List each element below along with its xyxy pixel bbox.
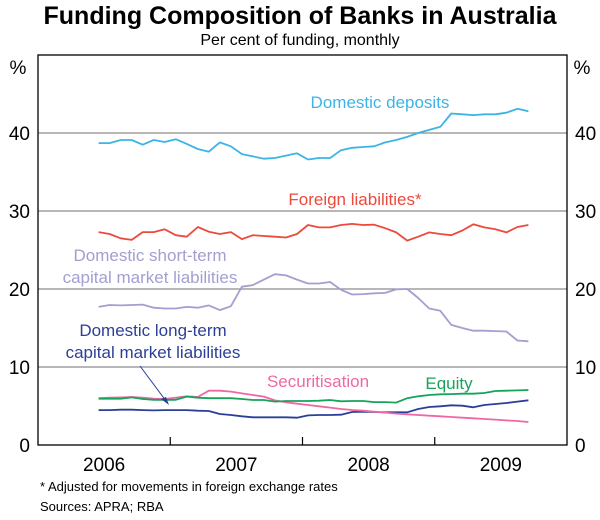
y-tick-label-right: 0 bbox=[575, 436, 586, 457]
series-line bbox=[98, 399, 529, 419]
footnote: * Adjusted for movements in foreign exch… bbox=[40, 479, 338, 494]
series-label: Foreign liabilities* bbox=[288, 190, 422, 209]
x-tick-label: 2008 bbox=[347, 455, 389, 476]
annotation-arrowhead bbox=[161, 397, 169, 405]
series-label-line: Domestic short-term bbox=[73, 246, 226, 265]
series-label-line: Equity bbox=[425, 374, 473, 393]
series-line bbox=[98, 222, 529, 242]
y-tick-label-right: 40 bbox=[575, 124, 596, 145]
series-label-line: Domestic deposits bbox=[311, 93, 450, 112]
series-line bbox=[98, 389, 529, 423]
y-tick-label-right: 20 bbox=[575, 280, 596, 301]
sources: Sources: APRA; RBA bbox=[40, 499, 164, 514]
chart-subtitle: Per cent of funding, monthly bbox=[200, 32, 400, 49]
y-axis-unit-left: % bbox=[10, 58, 27, 79]
series-label: Equity bbox=[425, 374, 473, 393]
y-tick-label-right: 30 bbox=[575, 202, 596, 223]
series-label-line: capital market liabilities bbox=[66, 343, 241, 362]
chart-title: Funding Composition of Banks in Australi… bbox=[43, 2, 557, 30]
annotation-arrow-line bbox=[139, 365, 167, 402]
series-label: Securitisation bbox=[267, 372, 369, 391]
y-axis-unit-right: % bbox=[574, 58, 591, 79]
y-tick-label-left: 40 bbox=[9, 124, 30, 145]
series-label: Domestic short-term capital market liabil… bbox=[63, 246, 238, 287]
series-line bbox=[98, 389, 529, 404]
series-label-line: capital market liabilities bbox=[63, 268, 238, 287]
series-label: Domestic long-term capital market liabili… bbox=[66, 321, 241, 362]
y-tick-label-left: 20 bbox=[9, 280, 30, 301]
series-line bbox=[98, 273, 529, 343]
x-tick-label: 2009 bbox=[480, 455, 522, 476]
series-label-line: Foreign liabilities* bbox=[288, 190, 422, 209]
x-tick-label: 2006 bbox=[83, 455, 125, 476]
y-tick-label-left: 0 bbox=[19, 436, 30, 457]
x-tick-label: 2007 bbox=[215, 455, 257, 476]
series-label: Domestic deposits bbox=[311, 93, 450, 112]
y-tick-label-left: 30 bbox=[9, 202, 30, 223]
series-label-line: Domestic long-term bbox=[79, 321, 226, 340]
plot-frame bbox=[37, 54, 568, 446]
y-tick-label-right: 10 bbox=[575, 358, 596, 379]
series-label-line: Securitisation bbox=[267, 372, 369, 391]
series-line bbox=[98, 107, 529, 161]
y-tick-label-left: 10 bbox=[9, 358, 30, 379]
